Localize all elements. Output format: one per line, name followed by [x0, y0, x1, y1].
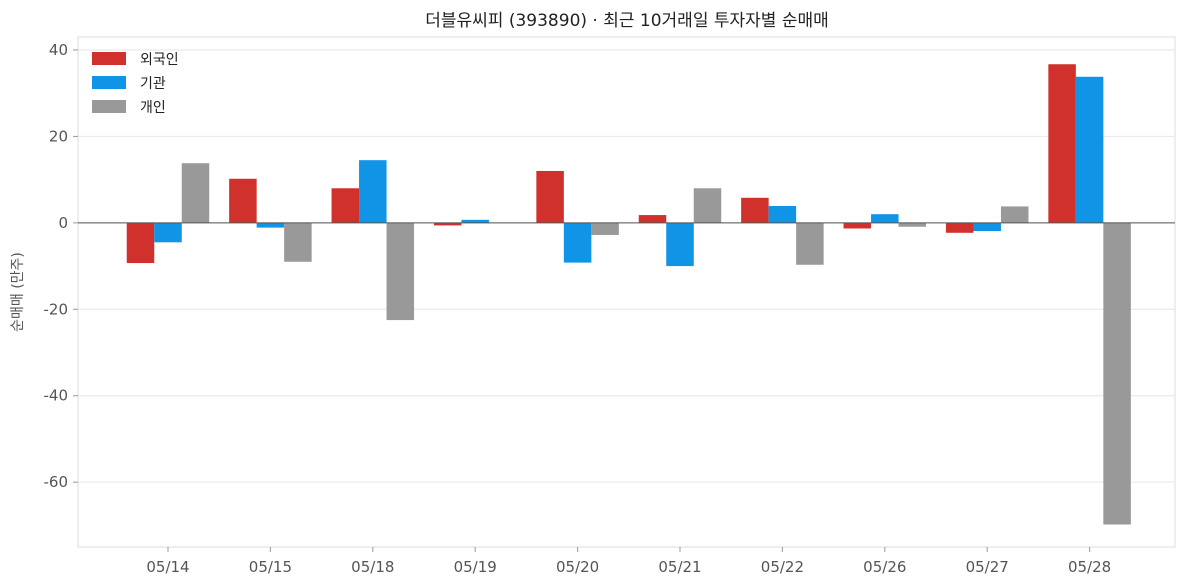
y-tick-label: -40: [44, 387, 69, 405]
y-tick-label: -60: [44, 473, 69, 491]
bar: [843, 222, 872, 229]
bars: [126, 64, 1131, 525]
bar: [898, 222, 927, 227]
chart-title: 더블유씨피 (393890) · 최근 10거래일 투자자별 순매매: [425, 11, 829, 31]
bar: [461, 219, 489, 223]
x-tick-label: 05/15: [249, 558, 292, 576]
bar: [693, 188, 722, 223]
bar: [945, 222, 974, 233]
bar: [181, 163, 210, 223]
bar: [1075, 76, 1104, 223]
y-tick-label: -20: [44, 300, 69, 318]
bar: [973, 222, 1001, 232]
y-tick-label: 0: [58, 214, 68, 232]
bar: [741, 197, 769, 223]
bar: [666, 222, 694, 267]
bar: [563, 222, 592, 263]
bar: [154, 222, 182, 243]
plot-area: [77, 36, 1176, 548]
bar: [284, 222, 312, 262]
y-axis-label: 순매매 (만주): [10, 252, 26, 332]
bar: [386, 222, 415, 321]
bar: [229, 178, 257, 223]
legend-swatch: [92, 52, 126, 65]
gridlines: [78, 49, 1175, 483]
bar: [433, 222, 462, 226]
bar: [591, 222, 619, 235]
legend-swatch: [92, 76, 126, 89]
x-tick-label: 05/20: [556, 558, 599, 576]
x-tick-label: 05/18: [351, 558, 394, 576]
x-tick-label: 05/26: [863, 558, 906, 576]
bar: [331, 188, 360, 223]
bar: [1000, 206, 1029, 223]
legend-label: 기관: [140, 76, 166, 92]
legend-label: 개인: [140, 100, 166, 116]
bar: [638, 215, 667, 223]
bar: [796, 222, 824, 265]
bar: [256, 222, 285, 228]
x-axis: 05/14 05/15 05/18 05/19 05/20 05/21 05/22 05/26…: [146, 547, 1111, 576]
legend-label: 외국인: [140, 52, 179, 68]
x-tick-label: 05/22: [761, 558, 804, 576]
x-tick-label: 05/27: [966, 558, 1009, 576]
bar: [1103, 222, 1131, 525]
y-tick-label: 20: [49, 127, 68, 145]
x-tick-label: 05/28: [1068, 558, 1111, 576]
x-tick-label: 05/14: [146, 558, 189, 576]
bar: [1048, 64, 1076, 223]
x-tick-label: 05/19: [454, 558, 497, 576]
bar: [359, 160, 387, 223]
legend-swatch: [92, 100, 126, 113]
bar: [126, 222, 155, 264]
y-axis: 40 20 0 -20 -40 -60: [44, 41, 78, 491]
y-tick-label: 40: [49, 41, 68, 59]
bar: [768, 205, 797, 223]
bar: [871, 214, 899, 223]
bar: [536, 170, 564, 223]
x-tick-label: 05/21: [658, 558, 701, 576]
